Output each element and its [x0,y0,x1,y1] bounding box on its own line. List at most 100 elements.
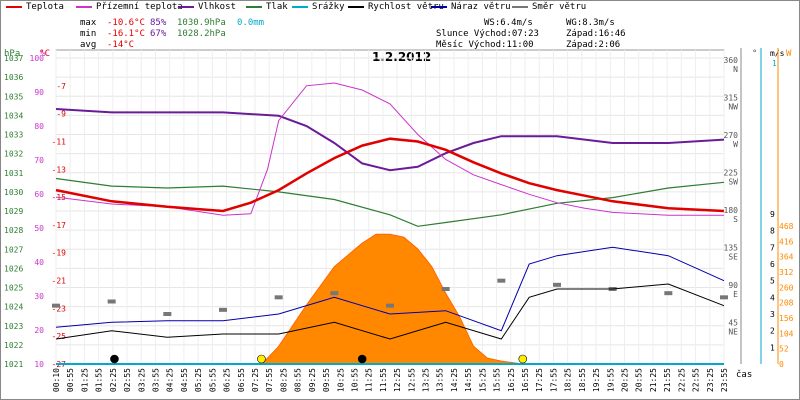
dir-tick-value: 315 [724,94,739,103]
temp-tick-label: -19 [52,249,67,258]
wind-direction-mark [497,278,506,283]
x-tick-label: 11:55 [379,368,388,392]
legend-item: Srážky [292,2,345,12]
x-tick-label: 00:55 [66,368,75,392]
legend-label: Vlhkost [198,2,236,12]
x-tick-label: 08:55 [294,368,303,392]
legend-item: Teplota [6,2,64,12]
x-tick-label: 20:25 [621,368,630,392]
x-tick-label: 04:55 [180,368,189,392]
wind-axis-label: m/s [770,49,785,58]
legend-label: Náraz větru [451,2,511,12]
info-sunset: Západ:16:46 [566,29,626,39]
x-tick-label: 10:25 [336,368,345,392]
legend-item: Rychlost větru [348,2,444,12]
hpa-tick-label: 1023 [4,322,23,331]
legend-label: Teplota [26,2,64,12]
wind-direction-mark [386,303,394,308]
wind-tick-label: 3 [770,310,775,319]
legend-item: Tlak [246,2,288,12]
temp-tick-label: -23 [52,304,67,313]
wind-direction-mark [274,295,283,300]
x-tick-label: 06:25 [223,368,232,392]
dir-tick-name: N [733,65,738,74]
pct-tick-label: 40 [34,258,44,267]
solar-tick-label: 52 [779,345,789,354]
info-moon: Měsíc Východ:11:00 [436,40,534,50]
legend-label: Srážky [312,2,345,12]
dir-tick-name: SW [728,178,738,187]
x-tick-label: 05:25 [194,368,203,392]
legend-item: Směr větru [512,2,586,12]
pct-tick-label: 90 [34,88,44,97]
temp-tick-label: -13 [52,165,67,174]
x-tick-label: 13:55 [436,368,445,392]
marker-moonset [110,354,119,364]
temp-tick-label: -25 [52,332,67,341]
x-tick-label: 18:25 [564,368,573,392]
legend-item: Přízemní teplota [76,2,183,12]
stat-max-temp: -10.6°C [107,18,145,28]
temp-tick-label: -7 [56,82,66,91]
dir-tick-name: NE [728,328,738,337]
legend-swatch [76,5,92,8]
x-tick-label: 21:55 [663,368,672,392]
legend-swatch [6,5,22,8]
x-tick-label: 19:25 [592,368,601,392]
x-tick-label: 01:25 [80,368,89,392]
wind-tick-label: 5 [770,277,775,286]
solar-tick-label: 260 [779,283,794,292]
series-line [55,137,725,213]
temp-tick-label: -11 [52,137,67,146]
legend-swatch [348,5,364,8]
wind-direction-mark [330,291,339,296]
x-tick-label: 12:55 [407,368,416,392]
legend-item: Náraz větru [431,2,511,12]
wind-direction-mark [219,307,227,312]
solar-tick-label: 104 [779,329,794,338]
temp-axis-label: °C [39,49,50,59]
info-moonset: Západ:2:06 [566,40,621,50]
stat-max-press: 1030.9hPa [177,18,226,28]
pct-tick-label: 100 [30,54,45,63]
dir-tick-value: 270 [724,131,739,140]
dir-tick-value: 225 [724,169,739,178]
x-tick-label: 23:55 [720,368,729,392]
pct-tick-label: 10 [34,360,44,369]
pct-tick-label: 70 [34,156,44,165]
stat-max-label: max [80,18,97,28]
hpa-tick-label: 1031 [4,169,23,178]
stat-max-rain: 0.0mm [237,18,265,28]
legend-item: Vlhkost [178,2,236,12]
stat-max-hum: 85% [150,18,167,28]
temp-tick-label: -21 [52,277,67,286]
legend-swatch [431,5,447,8]
marker-sunset [518,354,528,364]
dir-tick-value: 360 [724,56,739,65]
hpa-tick-label: 1036 [4,73,23,82]
solar-tick-label: 468 [779,222,794,231]
x-tick-label: 09:25 [308,368,317,392]
x-tick-label: 14:25 [450,368,459,392]
legend-label: Přízemní teplota [96,2,183,12]
legend-label: Směr větru [532,2,587,12]
series-area-solar [261,233,523,365]
x-tick-label: 16:55 [521,368,530,392]
pct-axis-label: % [40,49,46,59]
solar-tick-label: 156 [779,314,794,323]
legend-swatch [512,5,528,8]
x-tick-label: 18:55 [578,368,587,392]
stat-min-temp: -16.1°C [107,29,145,39]
dir-tick-name: NW [728,103,738,112]
dir-tick-value: 45 [728,319,738,328]
hpa-tick-label: 1033 [4,131,23,140]
dir-tick-value: 180 [724,206,739,215]
series-line [55,283,725,340]
x-tick-label: 10:55 [350,368,359,392]
stat-avg-temp: -14°C [107,40,135,50]
x-tick-label: 11:25 [365,368,374,392]
x-tick-label: 16:25 [507,368,516,392]
stat-min-hum: 67% [150,29,167,39]
dir-tick-value: 90 [728,281,738,290]
